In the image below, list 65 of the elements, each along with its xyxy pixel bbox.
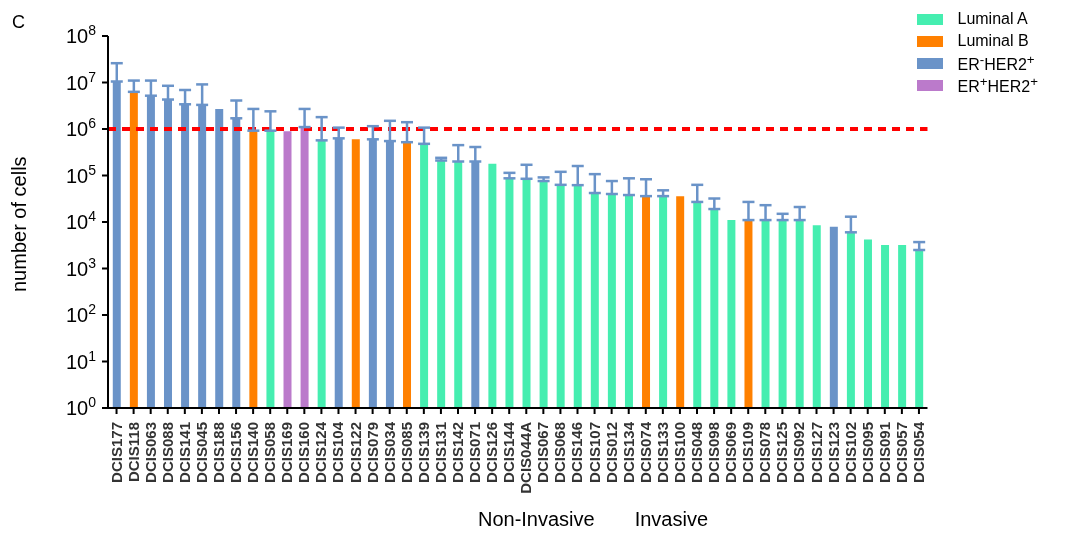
text: Invasive [634,508,709,531]
x-tick-label: DCIS057 [892,422,910,483]
legend-label: ER$^{-}$HER2$^{+}$ [957,51,1035,75]
y-tick-label: 10$^{1}$ [65,347,97,373]
x-tick-label: DCIS045 [192,422,210,483]
y-tick-label: 10$^{3}$ [65,254,97,280]
x-tick-label: DCIS054 [909,421,927,483]
x-tick-label: DCIS188 [209,422,227,483]
x-tick-label: DCIS091 [875,422,893,483]
x-tick-label: DCIS169 [278,422,296,483]
legend-label: ER$^{+}$HER2$^{+}$ [957,73,1038,97]
x-tick-label: DCIS131 [431,422,449,483]
y-tick-label: 10$^{6}$ [65,115,97,140]
legend-label: Luminal B [957,32,1029,50]
x-tick-label: DCIS098 [705,422,723,483]
x-tick-label: DCIS044A [517,421,535,494]
x-tick-label: DCIS092 [790,422,808,483]
x-tick-label: DCIS063 [141,422,159,483]
x-tick-label: DCIS012 [602,422,620,483]
y-tick-label: 10$^{4}$ [65,208,97,233]
x-tick-label: DCIS071 [466,422,484,483]
y-tick-label: 10$^{8}$ [65,22,97,47]
x-tick-label: DCIS067 [534,422,552,483]
y-tick-label: 10$^{5}$ [65,161,97,187]
x-tick-label: DCIS079 [363,422,381,483]
legend-label: Luminal A [957,10,1028,28]
x-tick-label: DCIS048 [688,422,705,483]
y-axis-title: number of cells [8,156,31,292]
x-tick-label: DCIS109 [739,422,757,483]
x-tick-label: DCIS134 [619,421,637,483]
x-tick-label: DCIS088 [158,422,176,483]
x-tick-label: DCIS074 [636,421,654,483]
x-tick-label: DCIS127 [807,422,825,483]
x-tick-label: DCIS177 [107,422,125,483]
x-tick-label: DCIS142 [448,422,466,483]
x-tick-label: DCIS068 [551,422,569,483]
x-tick-label: DCIS100 [670,422,688,483]
x-tick-label: DCIS104 [329,421,347,483]
x-tick-label: DCIS160 [295,422,313,483]
y-tick-label: 10$^{2}$ [65,301,97,326]
x-tick-label: DCIS124 [312,421,330,483]
x-tick-label: DCIS144 [500,421,518,483]
x-tick-label: DCIS069 [722,422,740,483]
y-tick-label: 10$^{0}$ [65,394,97,419]
x-tick-label: DCIS156 [227,422,245,483]
x-tick-label: DCIS107 [585,422,603,483]
x-tick-label: DCIS126 [483,422,501,483]
x-tick-label: DCIS123 [824,422,842,483]
x-tick-label: DCIS102 [841,422,859,483]
y-tick-label: 10$^{7}$ [65,68,97,94]
x-tick-label: DCIS058 [261,422,279,483]
x-tick-label: DCIS078 [756,422,774,483]
x-tick-label: DCIS139 [414,422,432,483]
x-tick-label: DCIS141 [175,422,193,483]
x-tick-label: DCIS125 [773,422,791,483]
text: Non-Invasive [477,508,595,531]
x-tick-label: DCIS140 [244,422,262,483]
x-tick-label: DCIS122 [346,422,364,483]
x-tick-label: DCIS133 [653,422,671,483]
x-tick-label: DCIS095 [858,422,876,483]
x-tick-label: DCIS034 [380,421,398,483]
x-tick-label: DCIS118 [124,422,142,483]
x-tick-label: DCIS146 [568,422,586,483]
chart-title: C [12,12,25,33]
x-tick-label: DCIS085 [397,422,415,483]
